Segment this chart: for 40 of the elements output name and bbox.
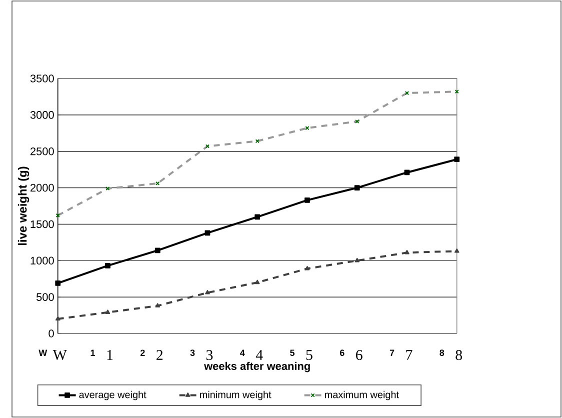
y-tick-label: 2000 — [30, 184, 54, 192]
y-tick-label: 1500 — [30, 220, 54, 228]
point — [55, 280, 61, 286]
legend-label: average weight — [79, 390, 146, 400]
legend-label: minimum weight — [200, 390, 272, 400]
legend-label: maximum weight — [324, 390, 399, 400]
point — [254, 214, 260, 220]
point — [404, 250, 410, 254]
y-tick-label: 3000 — [30, 111, 54, 119]
x-tick-label: 1 — [107, 350, 113, 360]
point — [155, 303, 160, 308]
point — [454, 248, 460, 253]
y-tick-label: 2500 — [30, 147, 54, 156]
point — [354, 258, 360, 262]
point — [55, 316, 60, 321]
point — [254, 280, 260, 284]
y-axis-title: live weight (g) — [18, 166, 30, 246]
point — [105, 263, 110, 268]
x-axis-title: weeks after weaning — [204, 362, 310, 372]
x-tick-label: 5 — [306, 350, 312, 360]
point — [205, 290, 210, 294]
x-tick-label: 8 — [456, 350, 462, 360]
point — [454, 156, 460, 162]
point — [354, 185, 360, 190]
y-tick-label: 0 — [48, 330, 54, 338]
x-tick-label: 6 — [356, 350, 362, 360]
y-tick-label: 3500 — [30, 74, 54, 82]
x-tick-label: 4 — [256, 350, 263, 360]
line-series — [56, 90, 459, 216]
y-tick-label: 1000 — [30, 256, 54, 265]
point — [304, 197, 310, 203]
point — [204, 230, 210, 236]
point — [304, 266, 310, 270]
x-tick-label: 2 — [156, 350, 163, 360]
x-tick-label: 3 — [206, 350, 213, 360]
point — [154, 248, 160, 254]
y-tick-label: 500 — [36, 293, 54, 301]
point — [105, 310, 110, 314]
x-tick-label: W — [52, 350, 67, 360]
x-tick-label: 7 — [406, 350, 412, 360]
